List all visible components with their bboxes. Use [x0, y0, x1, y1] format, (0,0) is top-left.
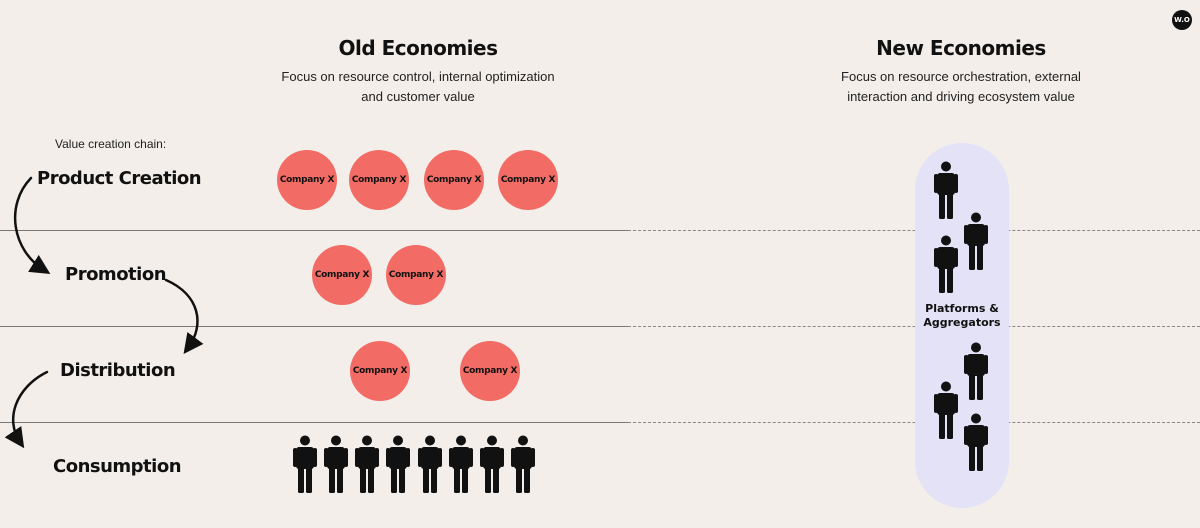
stage-consumption: Consumption — [53, 456, 182, 477]
old-economies-subtitle: Focus on resource control, internal opti… — [238, 67, 598, 107]
platform-pill — [915, 143, 1009, 508]
row-divider-3-dashed — [628, 422, 1200, 423]
person-icon — [964, 342, 988, 400]
old-economies-title: Old Economies — [338, 36, 498, 60]
new-subtitle-line-2: interaction and driving ecosystem value — [847, 89, 1075, 104]
new-economies-title: New Economies — [876, 36, 1046, 60]
old-subtitle-line-1: Focus on resource control, internal opti… — [281, 69, 555, 84]
logo-text: W.O — [1174, 16, 1190, 24]
new-subtitle-line-1: Focus on resource orchestration, externa… — [841, 69, 1081, 84]
person-icon — [934, 161, 958, 219]
platform-label: Platforms & Aggregators — [915, 302, 1009, 330]
arrow-distribution-to-consumption — [4, 370, 49, 449]
company-circle: Company X — [424, 150, 484, 210]
company-circle: Company X — [460, 341, 520, 401]
person-icon — [964, 212, 988, 270]
person-icon — [386, 435, 410, 493]
person-icon — [511, 435, 535, 493]
arrow-product-to-promotion — [13, 176, 51, 274]
platform-label-line-1: Platforms & — [925, 302, 999, 315]
old-subtitle-line-2: and customer value — [361, 89, 475, 104]
row-divider-1 — [0, 230, 628, 231]
person-icon — [324, 435, 348, 493]
person-icon — [934, 235, 958, 293]
row-divider-3 — [0, 422, 628, 423]
row-divider-2-dashed — [628, 326, 1200, 327]
stage-distribution: Distribution — [60, 360, 176, 381]
row-divider-2 — [0, 326, 628, 327]
brand-logo-icon: W.O — [1172, 10, 1192, 30]
company-circle: Company X — [350, 341, 410, 401]
person-icon — [934, 381, 958, 439]
person-icon — [964, 413, 988, 471]
new-economies-subtitle: Focus on resource orchestration, externa… — [781, 67, 1141, 107]
person-icon — [293, 435, 317, 493]
person-icon — [418, 435, 442, 493]
company-circle: Company X — [277, 150, 337, 210]
stage-product-creation: Product Creation — [37, 168, 202, 189]
arrow-promotion-to-distribution — [164, 278, 204, 355]
row-divider-1-dashed — [628, 230, 1200, 231]
stage-promotion: Promotion — [65, 264, 167, 285]
person-icon — [480, 435, 504, 493]
company-circle: Company X — [312, 245, 372, 305]
company-circle: Company X — [498, 150, 558, 210]
value-chain-label: Value creation chain: — [55, 137, 167, 151]
chain-arrows — [4, 176, 204, 449]
platform-label-line-2: Aggregators — [923, 316, 1001, 329]
company-circle: Company X — [349, 150, 409, 210]
person-icon — [355, 435, 379, 493]
company-circle: Company X — [386, 245, 446, 305]
person-icon — [449, 435, 473, 493]
